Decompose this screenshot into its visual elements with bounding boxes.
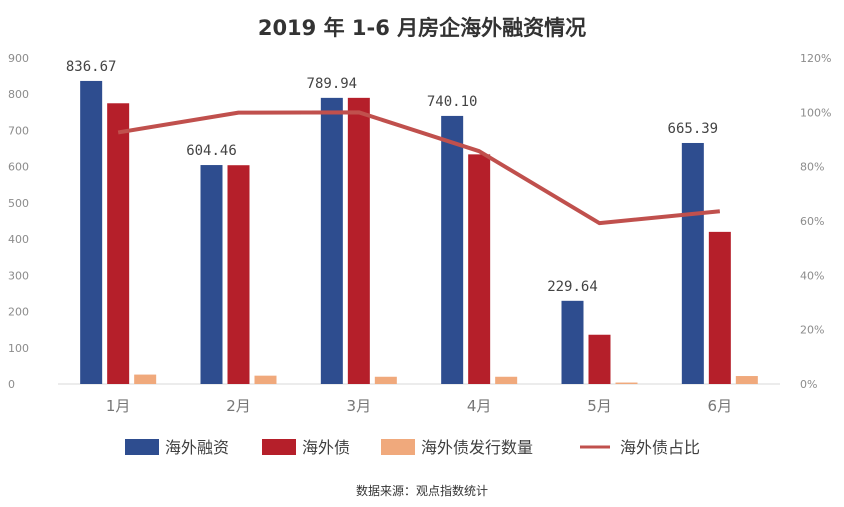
legend-label: 海外融资 — [165, 438, 229, 457]
bar-financing — [80, 80, 103, 384]
legend-item: 海外融资 — [125, 438, 229, 457]
data-label: 740.10 — [427, 94, 478, 110]
bar-bond — [227, 165, 250, 384]
y-tick-label: 800 — [8, 88, 29, 101]
bar-count — [374, 376, 397, 384]
bar-bond — [107, 103, 130, 385]
category-label: 3月 — [347, 397, 372, 415]
data-label: 789.94 — [307, 76, 358, 92]
bar-bond — [347, 97, 370, 384]
bar-count — [134, 374, 157, 384]
bar-count — [254, 375, 277, 384]
ratio-line-group — [117, 110, 721, 226]
y-tick-label: 600 — [8, 161, 29, 174]
category-label: 5月 — [587, 397, 612, 415]
y-tick-label: 700 — [8, 124, 29, 137]
y2-tick-label: 120% — [800, 52, 831, 65]
category-axis: 1月 2月 3月 4月 5月 6月 — [106, 397, 732, 415]
data-label: 836.67 — [66, 59, 117, 75]
y-tick-label: 300 — [8, 269, 29, 282]
legend-label: 海外债占比 — [620, 438, 700, 457]
legend: 海外融资 海外债 海外债发行数量 海外债占比 — [125, 438, 700, 457]
y-tick-label: 900 — [8, 52, 29, 65]
bar-group — [80, 80, 758, 385]
legend-swatch — [262, 439, 296, 455]
y-tick-label: 200 — [8, 306, 29, 319]
bar-financing — [681, 142, 704, 384]
category-label: 6月 — [708, 397, 733, 415]
bar-financing — [320, 97, 343, 384]
legend-label: 海外债发行数量 — [421, 438, 533, 457]
data-label: 604.46 — [186, 143, 237, 159]
bar-financing — [441, 115, 464, 384]
ratio-line — [117, 110, 721, 226]
category-label: 1月 — [106, 397, 131, 415]
left-axis: 0 100 200 300 400 500 600 700 800 900 — [8, 52, 780, 391]
data-label: 665.39 — [668, 121, 719, 137]
y2-tick-label: 100% — [800, 106, 831, 119]
legend-item: 海外债发行数量 — [381, 438, 533, 457]
legend-label: 海外债 — [302, 438, 350, 457]
bar-count — [615, 382, 638, 384]
bar-bond — [708, 231, 731, 384]
legend-item: 海外债占比 — [580, 438, 700, 457]
right-axis: 0% 20% 40% 60% 80% 100% 120% — [800, 52, 831, 391]
data-label: 229.64 — [547, 279, 598, 295]
bar-count — [495, 376, 518, 384]
category-label: 2月 — [226, 397, 251, 415]
bar-financing — [200, 165, 223, 384]
y2-tick-label: 60% — [800, 215, 824, 228]
data-label-group: 836.67 604.46 789.94 740.10 229.64 665.39 — [66, 59, 718, 295]
bar-financing — [561, 300, 584, 384]
bar-count — [735, 376, 758, 384]
category-label: 4月 — [467, 397, 492, 415]
y-tick-label: 100 — [8, 342, 29, 355]
y2-tick-label: 0% — [800, 378, 817, 391]
y-tick-label: 500 — [8, 197, 29, 210]
bar-bond — [468, 154, 491, 384]
bar-bond — [588, 334, 611, 384]
chart-title: 2019 年 1-6 月房企海外融资情况 — [258, 16, 586, 40]
legend-item: 海外债 — [262, 438, 350, 457]
source-note: 数据来源：观点指数统计 — [356, 483, 488, 498]
legend-swatch — [381, 439, 415, 455]
legend-swatch — [125, 439, 159, 455]
y2-tick-label: 80% — [800, 161, 824, 174]
y2-tick-label: 40% — [800, 269, 824, 282]
y-tick-label: 400 — [8, 233, 29, 246]
y2-tick-label: 20% — [800, 324, 824, 337]
y-tick-label: 0 — [8, 378, 15, 391]
